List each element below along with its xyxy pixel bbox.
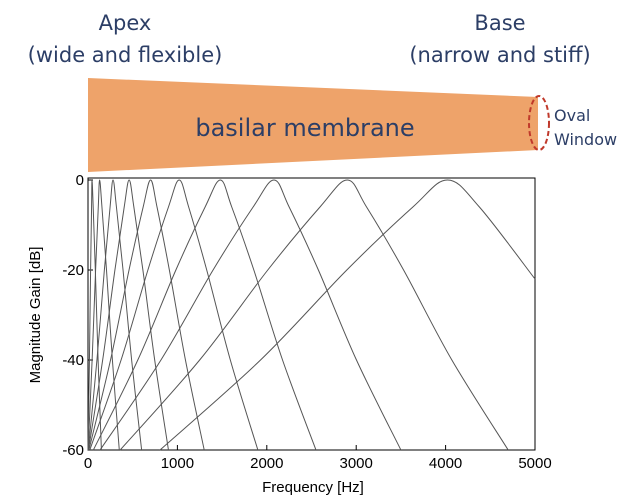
oval-window-label: Window — [554, 130, 617, 149]
apex-note: (wide and flexible) — [28, 43, 223, 67]
response-curve — [87, 179, 102, 451]
y-tick-label: 0 — [76, 172, 84, 189]
oval-window — [528, 95, 550, 151]
base-note: (narrow and stiff) — [409, 43, 590, 67]
response-curve — [88, 179, 205, 451]
y-axis-label: Magnitude Gain [dB] — [27, 247, 44, 384]
oval-window-label: Oval — [554, 106, 590, 125]
response-curve — [89, 179, 259, 451]
base-label: Base — [474, 11, 525, 35]
x-tick-label: 4000 — [429, 455, 462, 472]
response-curve — [87, 179, 120, 451]
x-tick-label: 5000 — [518, 455, 551, 472]
x-tick-label: 2000 — [250, 455, 283, 472]
x-axis-label: Frequency [Hz] — [262, 479, 364, 496]
response-curve — [159, 179, 536, 451]
x-tick-label: 0 — [84, 455, 92, 472]
membrane-shape — [88, 78, 538, 172]
response-curve — [119, 179, 509, 451]
y-tick-label: -40 — [62, 352, 84, 369]
membrane-label: basilar membrane — [195, 114, 414, 142]
response-curve — [87, 179, 169, 451]
response-curve — [99, 179, 402, 451]
apex-label: Apex — [99, 11, 152, 35]
response-curve — [92, 179, 317, 451]
x-tick-label: 1000 — [161, 455, 194, 472]
response-curve — [87, 179, 143, 451]
y-tick-label: -20 — [62, 262, 84, 279]
plot-frame — [87, 177, 536, 451]
y-tick-label: -60 — [62, 442, 84, 459]
x-tick-label: 3000 — [340, 455, 373, 472]
